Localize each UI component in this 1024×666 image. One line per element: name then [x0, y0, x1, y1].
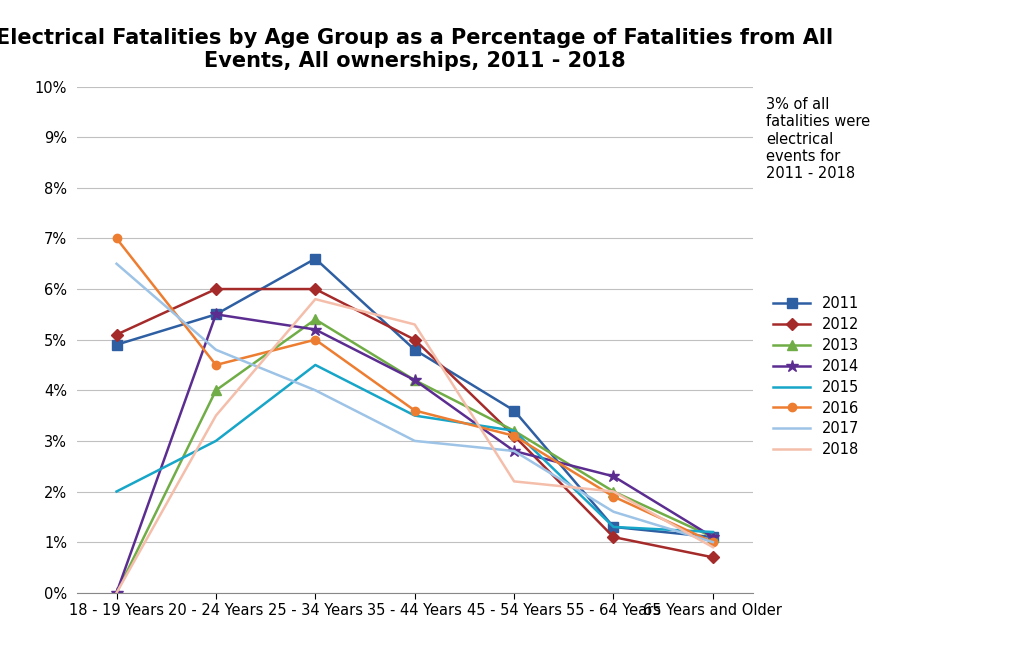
2013 [111, 589, 123, 597]
2013 [607, 488, 620, 496]
2014 [707, 533, 719, 541]
2011 [309, 254, 322, 262]
2012 [707, 553, 719, 561]
2012 [508, 432, 520, 440]
2014 [607, 472, 620, 480]
2012 [111, 330, 123, 338]
2011 [409, 346, 421, 354]
2016 [111, 234, 123, 242]
2017 [707, 538, 719, 546]
2016 [508, 432, 520, 440]
2014 [111, 589, 123, 597]
2015 [508, 427, 520, 435]
2014 [210, 310, 222, 318]
2014 [309, 326, 322, 334]
2013 [707, 533, 719, 541]
2011 [210, 310, 222, 318]
2017 [111, 260, 123, 268]
2018 [111, 589, 123, 597]
2014 [508, 447, 520, 455]
Line: 2015: 2015 [117, 365, 713, 532]
2012 [607, 533, 620, 541]
2015 [111, 488, 123, 496]
2011 [111, 341, 123, 349]
2018 [309, 295, 322, 303]
2015 [309, 361, 322, 369]
2017 [210, 346, 222, 354]
2016 [607, 493, 620, 501]
2016 [309, 336, 322, 344]
2014 [409, 376, 421, 384]
2013 [210, 386, 222, 394]
2017 [309, 386, 322, 394]
Line: 2016: 2016 [113, 234, 717, 546]
2018 [210, 412, 222, 420]
2011 [508, 406, 520, 414]
Legend: 2011, 2012, 2013, 2014, 2015, 2016, 2017, 2018: 2011, 2012, 2013, 2014, 2015, 2016, 2017… [773, 296, 859, 457]
2012 [309, 285, 322, 293]
Line: 2012: 2012 [113, 285, 717, 561]
Line: 2017: 2017 [117, 264, 713, 542]
2011 [707, 533, 719, 541]
Line: 2018: 2018 [117, 299, 713, 593]
2016 [707, 538, 719, 546]
2017 [409, 437, 421, 445]
2016 [409, 406, 421, 414]
Title: Electrical Fatalities by Age Group as a Percentage of Fatalities from All
Events: Electrical Fatalities by Age Group as a … [0, 28, 834, 71]
2018 [409, 320, 421, 328]
2018 [508, 478, 520, 486]
2015 [607, 523, 620, 531]
2012 [409, 336, 421, 344]
2015 [707, 528, 719, 536]
Text: 3% of all
fatalities were
electrical
events for
2011 - 2018: 3% of all fatalities were electrical eve… [766, 97, 870, 181]
2012 [210, 285, 222, 293]
Line: 2013: 2013 [112, 314, 718, 597]
2017 [607, 507, 620, 515]
Line: 2011: 2011 [112, 254, 718, 542]
2011 [607, 523, 620, 531]
2017 [508, 447, 520, 455]
Line: 2014: 2014 [111, 308, 719, 599]
2015 [409, 412, 421, 420]
2013 [508, 427, 520, 435]
2015 [210, 437, 222, 445]
2018 [607, 488, 620, 496]
2013 [409, 376, 421, 384]
2018 [707, 543, 719, 551]
2013 [309, 316, 322, 324]
2016 [210, 361, 222, 369]
